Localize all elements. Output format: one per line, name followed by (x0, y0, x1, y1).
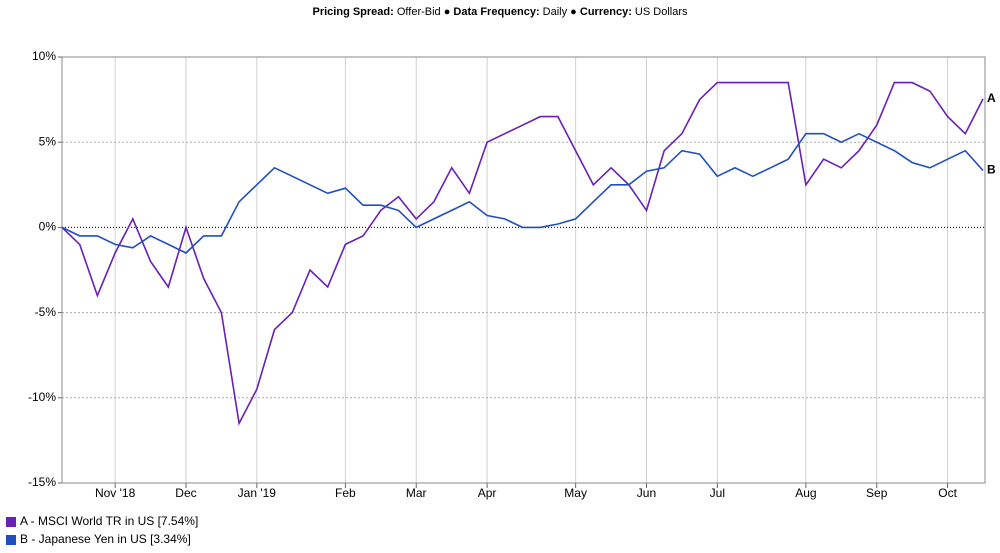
x-tick-label: Mar (406, 486, 427, 500)
x-tick-label: Nov '18 (95, 486, 136, 500)
x-tick-label: Aug (795, 486, 816, 500)
legend-swatch (6, 535, 16, 545)
legend-label: A - MSCI World TR in US [7.54%] (20, 514, 198, 528)
title-part: Daily ● (540, 6, 580, 18)
x-tick-label: Apr (478, 486, 497, 500)
y-tick-label: -10% (28, 390, 56, 404)
title-part: Pricing Spread: (313, 6, 394, 18)
y-tick-label: -5% (35, 305, 57, 319)
x-tick-label: Dec (175, 486, 196, 500)
title-part: Data Frequency: (453, 6, 539, 18)
y-tick-label: -15% (28, 475, 56, 489)
title-part: US Dollars (632, 6, 688, 18)
chart-title: Pricing Spread: Offer-Bid ● Data Frequen… (313, 6, 688, 18)
x-tick-label: Jun (637, 486, 656, 500)
series-line (61, 132, 984, 254)
x-tick-label: Feb (335, 486, 356, 500)
x-tick-label: Jan '19 (238, 486, 277, 500)
x-tick-label: May (564, 486, 587, 500)
end-label: A (987, 91, 996, 105)
x-tick-label: Jul (710, 486, 725, 500)
y-tick-label: 10% (32, 49, 56, 63)
title-part: Currency: (580, 6, 632, 18)
end-label: B (987, 163, 996, 177)
legend-swatch (6, 517, 16, 527)
x-tick-label: Oct (938, 486, 957, 500)
plot-area (62, 57, 985, 483)
x-tick-label: Sep (866, 486, 888, 500)
title-part: Offer-Bid ● (394, 6, 454, 18)
y-tick-label: 0% (39, 220, 57, 234)
plot-border (61, 56, 986, 484)
y-tick-label: 5% (39, 134, 57, 148)
legend-label: B - Japanese Yen in US [3.34%] (20, 532, 191, 546)
series-line (61, 81, 984, 426)
